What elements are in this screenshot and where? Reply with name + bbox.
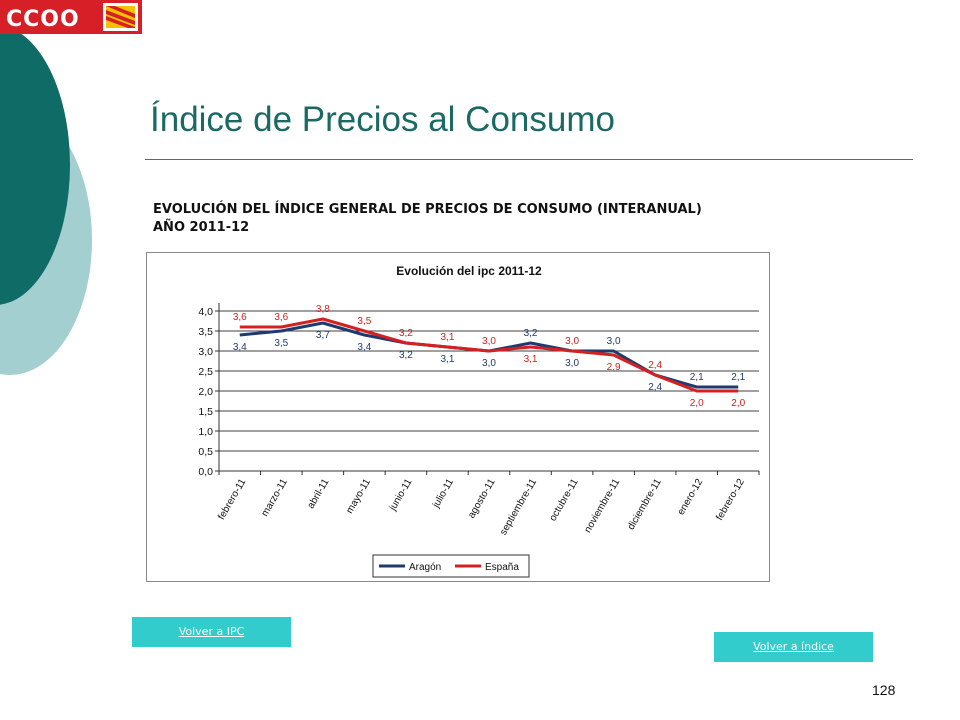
ipc-line-chart: Evolución del ipc 2011-12 0,0 0,5 1,0 1,5 2,0… [198, 264, 760, 578]
data-label: 2,4 [648, 382, 662, 393]
data-label: 2,4 [648, 360, 662, 371]
y-tick-label: 3,0 [198, 346, 213, 358]
data-label: 2,9 [607, 362, 621, 373]
data-label: 3,1 [441, 332, 455, 343]
subtitle-line-1: EVOLUCIÓN DEL ÍNDICE GENERAL DE PRECIOS … [153, 202, 702, 217]
data-label: 3,2 [399, 350, 413, 361]
data-label: 2,0 [690, 398, 704, 409]
x-tick-label: junio-11 [387, 477, 415, 514]
data-label: 3,5 [274, 338, 288, 349]
x-tick-label: abril-11 [306, 477, 332, 511]
data-label: 3,2 [399, 328, 413, 339]
series-line-espana [239, 317, 739, 393]
y-tick-label: 1,5 [198, 406, 213, 418]
x-tick-label: enero-12 [676, 477, 706, 518]
chart-legend [372, 554, 530, 578]
data-label: 3,5 [357, 316, 371, 327]
data-label: 3,0 [607, 336, 621, 347]
x-tick-label: septiembre-11 [498, 477, 539, 538]
data-label: 3,7 [316, 330, 330, 341]
volver-indice-button[interactable]: Volver a índice [714, 632, 873, 662]
y-tick-label: 3,5 [198, 326, 213, 338]
data-label: 3,2 [524, 328, 538, 339]
data-label: 2,0 [731, 398, 745, 409]
x-tick-label: agosto-11 [466, 477, 498, 521]
volver-ipc-button[interactable]: Volver a IPC [132, 617, 291, 647]
decorative-circles [0, 25, 92, 375]
data-label: 3,4 [233, 342, 247, 353]
x-tick-label: marzo-11 [260, 477, 290, 519]
y-tick-label: 2,0 [198, 386, 213, 398]
title-divider [145, 159, 913, 160]
page-number: 128 [872, 682, 896, 698]
data-label: 3,6 [274, 312, 288, 323]
chart-container: Evolución del ipc 2011-12 0,0 0,5 1,0 1,5 2,0… [146, 252, 770, 582]
x-tick-label: julio-11 [430, 477, 456, 511]
data-label: 3,0 [565, 336, 579, 347]
data-label: 3,4 [357, 342, 371, 353]
y-tick-label: 2,5 [198, 366, 213, 378]
legend-label: España [485, 562, 519, 573]
data-label: 3,1 [524, 354, 538, 365]
y-tick-label: 0,5 [198, 446, 213, 458]
chart-subtitle: EVOLUCIÓN DEL ÍNDICE GENERAL DE PRECIOS … [153, 201, 702, 237]
data-label: 3,8 [316, 304, 330, 315]
x-tick-label: diciembre-11 [626, 477, 664, 532]
data-label: 3,6 [233, 312, 247, 323]
x-tick-label: mayo-11 [344, 477, 373, 516]
chart-title: Evolución del ipc 2011-12 [396, 264, 542, 278]
y-tick-label: 4,0 [198, 306, 213, 318]
legend-label: Aragón [409, 562, 441, 573]
x-tick-label: febrero-12 [714, 477, 747, 523]
data-label: 3,1 [441, 354, 455, 365]
data-label: 2,1 [731, 372, 745, 383]
ccoo-logo: CCOO [0, 0, 142, 34]
x-tick-label: noviembre-11 [582, 477, 622, 535]
x-tick-label: octubre-11 [548, 477, 581, 524]
y-tick-label: 0,0 [198, 466, 213, 478]
y-tick-label: 1,0 [198, 426, 213, 438]
subtitle-line-2: AÑO 2011-12 [153, 220, 250, 235]
page-title: Índice de Precios al Consumo [150, 100, 615, 139]
data-label: 2,1 [690, 372, 704, 383]
data-label: 3,0 [482, 358, 496, 369]
data-label: 3,0 [482, 336, 496, 347]
x-tick-label: febrero-11 [216, 477, 248, 522]
data-label: 3,0 [565, 358, 579, 369]
logo-text: CCOO [6, 7, 80, 32]
